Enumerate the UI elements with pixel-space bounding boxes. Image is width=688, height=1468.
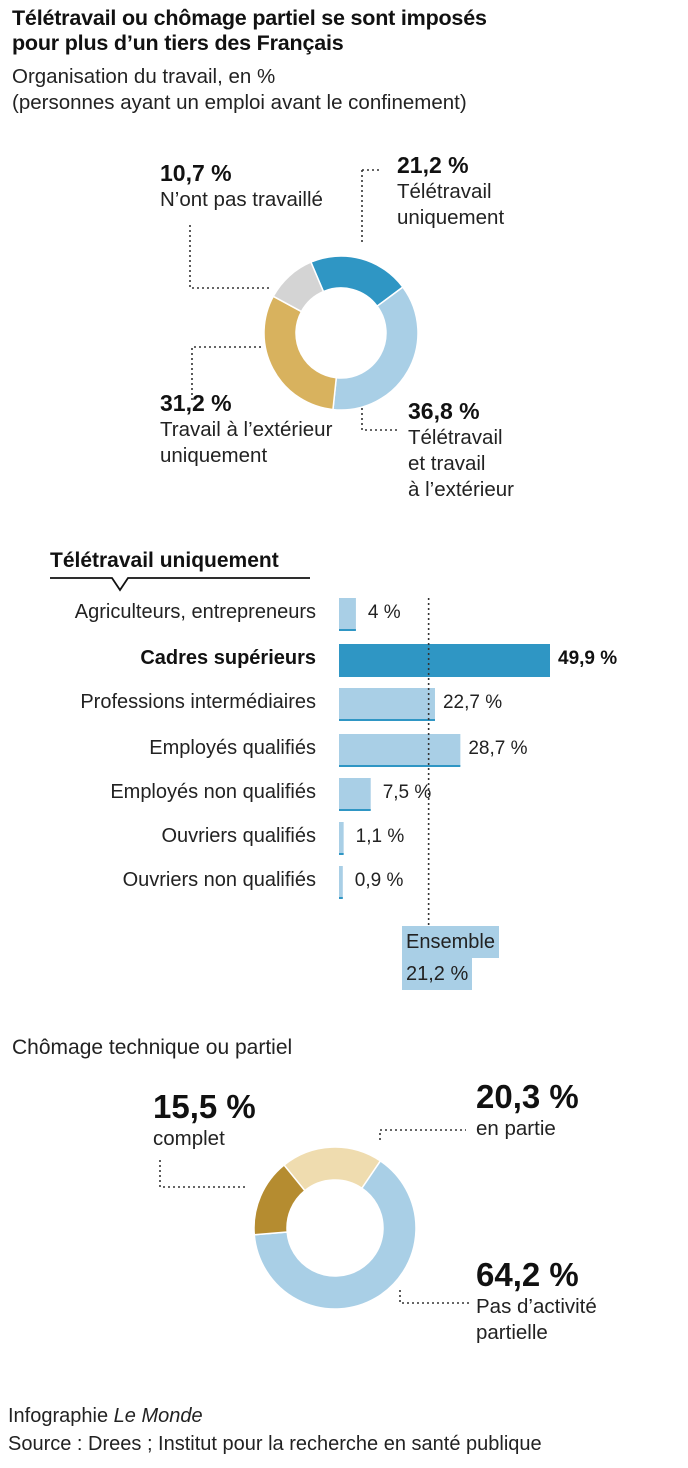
leader-line-exterieur: [191, 346, 264, 400]
bar-value-label: 1,1 %: [355, 826, 405, 847]
bar-value-label: 0,9 %: [354, 870, 404, 891]
bar-category-label: Cadres supérieurs: [140, 647, 316, 669]
label-teletravail-uniquement: 21,2 % Télétravail uniquement: [397, 152, 505, 229]
bar-chart-title: Télétravail uniquement: [50, 549, 279, 572]
label-en-partie: 20,3 % en partie: [476, 1078, 579, 1140]
donut-chart-organisation: [263, 255, 419, 411]
donut2-leader-lines: [159, 1129, 470, 1304]
bar-value-label: 49,9 %: [558, 648, 618, 669]
donut-slice-complet: [253, 1163, 306, 1236]
bar-value-label: 4 %: [367, 602, 401, 623]
leader-line-mixte: [361, 408, 400, 431]
bar-ouvriers-qualifies: [339, 822, 344, 854]
page-subtitle: Organisation du travail, en % (personnes…: [12, 65, 467, 114]
leader-line-nont-pas-travaille: [189, 225, 272, 289]
page-title: Télétravail ou chômage partiel se sont i…: [12, 6, 487, 55]
leader-line-complet: [159, 1160, 246, 1188]
bar-employes-qualifies: [339, 734, 461, 766]
donut-slice-teletravail-et-travail-a-l-exterieur: [332, 286, 419, 411]
bar-category-label: Employés qualifiés: [149, 737, 316, 759]
bar-ouvriers-non-qualifies: [339, 866, 343, 898]
label-pas-activite: 64,2 % Pas d’activité partielle: [476, 1256, 597, 1344]
donut-slice-travail-a-l-exterieur-uniquement: [263, 295, 338, 411]
bar-value-label: 22,7 %: [442, 692, 503, 713]
bar-title-underline-bracket: [50, 577, 310, 592]
label-complet: 15,5 % complet: [153, 1088, 256, 1150]
bar-category-label: Professions intermédiaires: [80, 691, 316, 713]
label-exterieur-uniquement: 31,2 % Travail à l’extérieur uniquement: [160, 390, 333, 467]
label-teletravail-et-exterieur: 36,8 % Télétravail et travail à l’extéri…: [408, 398, 514, 501]
reference-value: 21,2 %: [402, 958, 473, 990]
label-nont-pas-travaille: 10,7 % N’ont pas travaillé: [160, 160, 323, 211]
bar-cadres-superieurs: [339, 644, 550, 676]
bar-agriculteurs-entrepreneurs: [339, 598, 356, 630]
chomage-section-title: Chômage technique ou partiel: [12, 1036, 293, 1059]
bar-category-label: Ouvriers qualifiés: [161, 825, 316, 847]
leader-line-pas-activite: [399, 1290, 470, 1304]
bar-professions-intermediaires: [339, 688, 435, 720]
bar-chart-teletravail: [339, 598, 550, 926]
bar-value-label: 7,5 %: [382, 782, 432, 803]
donut-slice-n-ont-pas-travaille: [272, 261, 325, 313]
donut-slice-pas-d-activite-partielle: [253, 1159, 417, 1310]
bar-employes-non-qualifies: [339, 778, 371, 810]
bar-category-label: Agriculteurs, entrepreneurs: [74, 601, 316, 623]
reference-label: Ensemble: [402, 926, 499, 958]
bar-value-label: 28,7 %: [468, 738, 528, 759]
credit: Infographie Le Monde: [8, 1405, 203, 1427]
leader-line-en-partie: [379, 1129, 466, 1140]
donut-chart-chomage: [253, 1146, 417, 1310]
donut1-leader-lines: [189, 169, 400, 431]
source: Source : Drees ; Institut pour la recher…: [8, 1433, 542, 1455]
bar-category-label: Employés non qualifiés: [110, 781, 316, 803]
bar-category-label: Ouvriers non qualifiés: [122, 869, 316, 891]
